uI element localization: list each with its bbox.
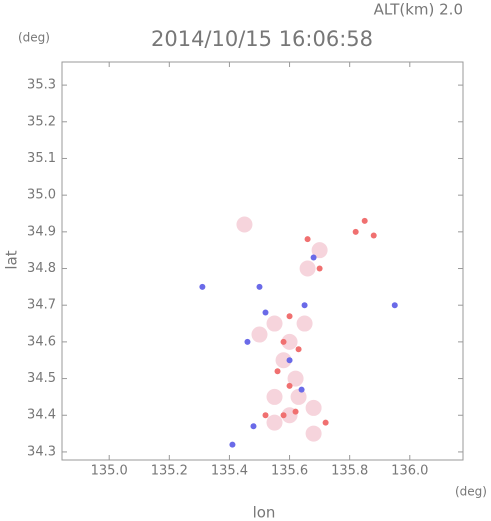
x-tick-label: 135.0 [91, 464, 128, 479]
data-point [266, 388, 283, 405]
data-point [316, 265, 323, 272]
x-unit: (deg) [455, 485, 487, 499]
y-tick-label: 35.0 [27, 188, 56, 203]
data-point [310, 254, 317, 261]
x-tick-label: 135.6 [271, 464, 308, 479]
x-tick-label: 135.8 [331, 464, 368, 479]
data-point [370, 232, 377, 239]
data-point [250, 423, 257, 430]
data-point [199, 283, 206, 290]
data-point [299, 260, 316, 277]
data-point [274, 368, 281, 375]
data-point [280, 338, 287, 345]
y-tick-label: 34.6 [27, 334, 56, 349]
data-point [287, 370, 304, 387]
data-point [266, 414, 283, 431]
data-point [311, 242, 328, 259]
x-tick-label: 135.2 [151, 464, 188, 479]
data-point [286, 313, 293, 320]
y-tick-label: 34.3 [27, 444, 56, 459]
y-tick-label: 35.1 [27, 151, 56, 166]
data-point [292, 408, 299, 415]
data-point [286, 357, 293, 364]
chart-title: 2014/10/15 16:06:58 [151, 27, 373, 51]
data-point [251, 326, 268, 343]
x-tick-label: 136.0 [391, 464, 428, 479]
data-point [290, 388, 307, 405]
data-point [298, 386, 305, 393]
data-point [391, 302, 398, 309]
data-point [275, 352, 292, 369]
data-point [361, 217, 368, 224]
altitude-label: ALT(km) 2.0 [374, 1, 463, 19]
y-unit: (deg) [18, 31, 50, 45]
data-point [301, 302, 308, 309]
y-tick-label: 34.8 [27, 261, 56, 276]
data-point [256, 283, 263, 290]
y-tick-label: 34.9 [27, 224, 56, 239]
y-tick-label: 34.5 [27, 371, 56, 386]
data-point [266, 315, 283, 332]
data-point [229, 441, 236, 448]
data-point [322, 419, 329, 426]
x-tick-label: 135.4 [211, 464, 248, 479]
data-point [295, 346, 302, 353]
data-point [352, 228, 359, 235]
data-point [296, 315, 313, 332]
data-point [244, 338, 251, 345]
data-point [305, 425, 322, 442]
data-point [236, 216, 253, 233]
data-point [304, 236, 311, 243]
y-tick-label: 35.3 [27, 78, 56, 93]
data-point [281, 333, 298, 350]
y-tick-label: 34.4 [27, 408, 56, 423]
data-point [305, 399, 322, 416]
x-axis-label: lon [253, 504, 276, 521]
data-point [280, 412, 287, 419]
data-point [262, 309, 269, 316]
plot-frame [61, 61, 464, 461]
y-axis-label: lat [3, 250, 21, 269]
data-point [262, 412, 269, 419]
y-tick-label: 35.2 [27, 114, 56, 129]
data-point [286, 382, 293, 389]
y-tick-label: 34.7 [27, 298, 56, 313]
